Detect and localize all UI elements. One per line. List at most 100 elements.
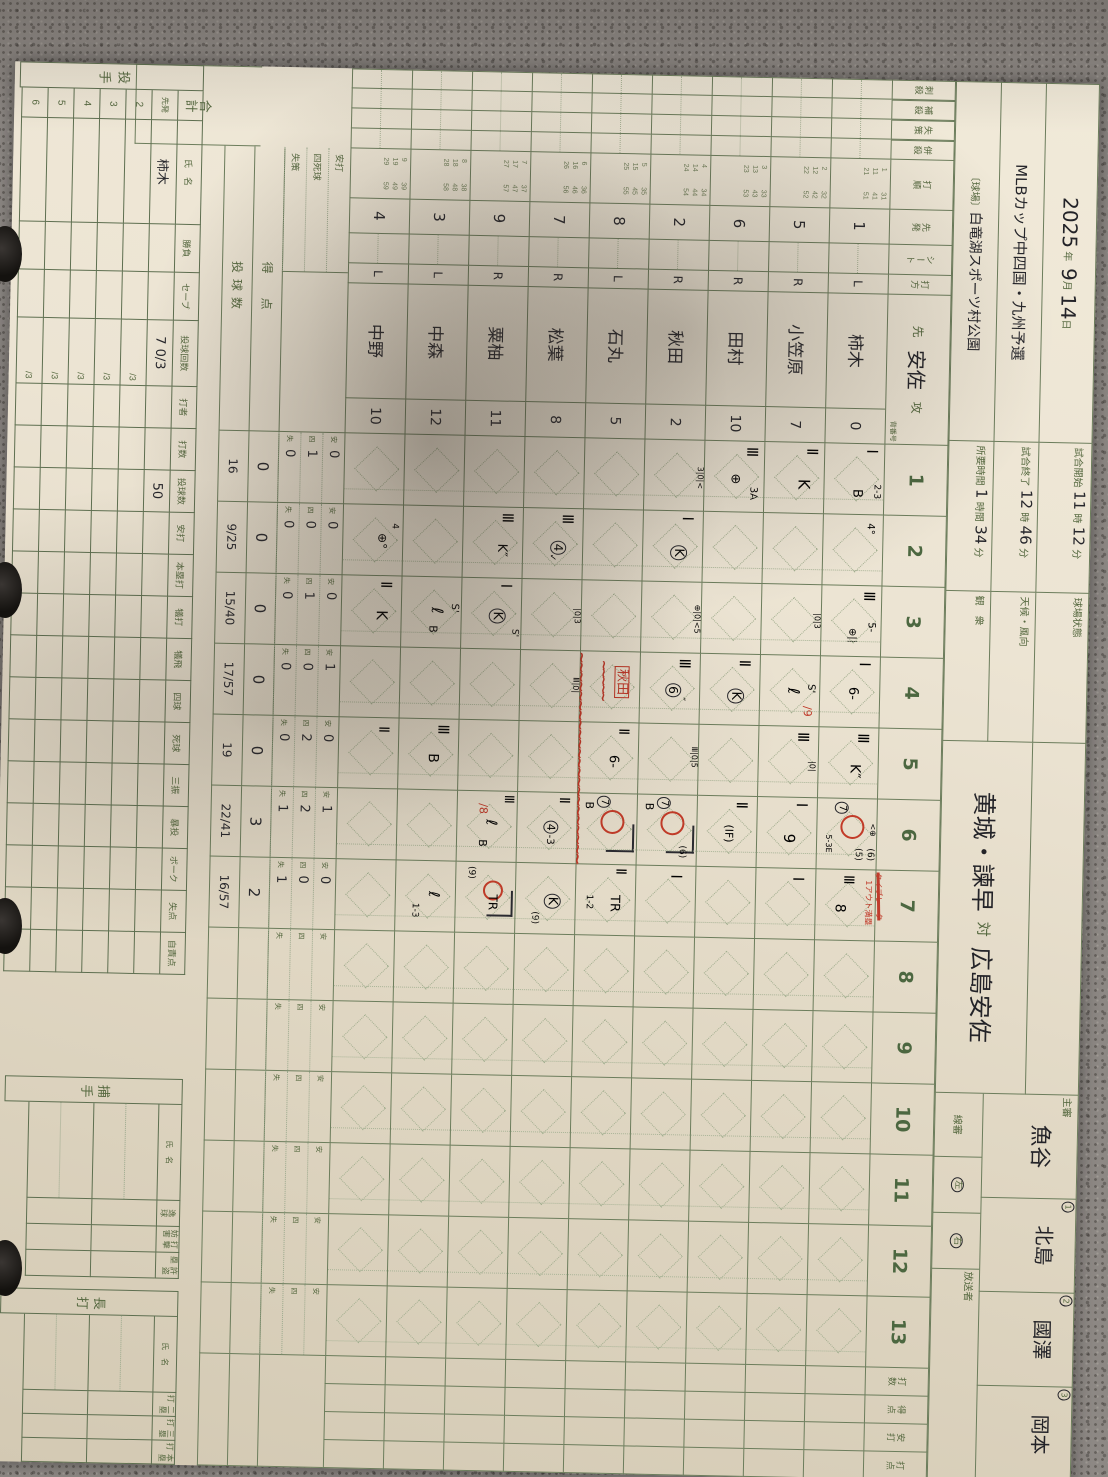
pitches-row-value: 16/57 <box>208 856 240 929</box>
pitcher-cell <box>89 510 117 554</box>
pitcher-cell <box>108 889 135 932</box>
cell: 1 11 21 <box>831 167 888 176</box>
scoring-cell: Ⅰ K S' <box>460 577 522 650</box>
pitcher-cell <box>63 552 90 595</box>
cell: 1 <box>274 803 290 813</box>
tally-line: 失 <box>266 928 291 1000</box>
pitcher-cell <box>112 679 140 723</box>
pitcher-cell <box>30 887 57 931</box>
cell: 6 16 26 <box>531 160 588 169</box>
fielding-stat-cell <box>771 77 833 99</box>
score-mark: 9 <box>780 833 799 844</box>
batter-total-cell <box>802 1450 864 1477</box>
cell: 7 17 27 <box>471 159 528 168</box>
runs-row-value: 0 <box>245 502 278 574</box>
batter-total-cell <box>623 1418 684 1448</box>
score-mark: K″ <box>493 543 510 558</box>
sheet-cell <box>708 240 769 273</box>
uniform-number: 12 <box>404 399 466 436</box>
scoring-cell <box>569 1077 632 1150</box>
fielding-stat-cell <box>591 73 653 95</box>
cell: 安 <box>320 861 329 870</box>
cell: 四 <box>301 719 310 727</box>
inning-number: 10 <box>869 1083 936 1156</box>
catcher-table-row <box>89 1103 159 1279</box>
scoring-cell: Ⅲ ⊕ 3A <box>702 440 765 514</box>
score-mark: K <box>543 893 561 909</box>
scoring-cell <box>401 505 464 578</box>
fielding-stat-cell <box>531 92 592 114</box>
pitcher-cell <box>32 761 60 805</box>
header-blank-cell <box>1024 742 1087 1096</box>
scoring-cell <box>343 433 405 506</box>
pitcher-cell <box>87 636 115 680</box>
cell <box>58 1102 62 1198</box>
pitcher-cell <box>68 270 96 320</box>
batter-total-cell <box>563 1389 625 1419</box>
score-mark: 1-3 <box>409 902 420 918</box>
cell: 34 44 54 <box>651 187 708 196</box>
cell: 失 <box>278 789 286 798</box>
scoring-cell <box>749 1080 812 1154</box>
attack-label: 攻 <box>909 401 924 414</box>
batter-total-cell <box>624 1362 686 1392</box>
score-mark: Ⅰ <box>497 583 516 589</box>
cell: 3 <box>760 165 768 170</box>
longhit-table-col: 本塁打 <box>150 1440 176 1465</box>
cell: 18 <box>451 158 459 167</box>
inning-number: 13 <box>865 1296 931 1369</box>
fielding-stat-cell <box>710 115 772 138</box>
batter-total-cell <box>564 1361 626 1391</box>
cell: 4 14 24 <box>651 163 708 172</box>
score-mark: Ⅲ <box>434 724 453 735</box>
weather-cell: 天候・風向 <box>987 591 1036 743</box>
pitcher-cell <box>57 804 85 847</box>
cell: 0 <box>295 875 311 884</box>
scoring-cell <box>448 1145 510 1218</box>
score-mark: (5) <box>852 847 863 861</box>
batter-total-cell <box>743 1420 804 1451</box>
pitcher-cell <box>141 512 169 555</box>
col-label-sheet: シート <box>887 244 953 276</box>
sheet-cell <box>648 239 709 271</box>
uniform-number: 0 <box>824 408 886 445</box>
first-attack-header: 先安佐攻背番号 <box>884 294 952 446</box>
team-first: 黄城・諫早 <box>967 791 999 912</box>
scoring-cell: |0|3 <box>520 578 582 652</box>
catcher-table-cell <box>26 1101 94 1200</box>
pitcher-cell <box>42 269 70 319</box>
batter-total-cell <box>563 1417 624 1447</box>
batter-total-cell <box>684 1363 746 1393</box>
cell: 50 <box>149 482 165 500</box>
player-name: 粟柚 <box>465 285 528 403</box>
player-name: 小笠原 <box>765 292 828 409</box>
score-mark: Ⅲ <box>860 591 879 602</box>
cell: 26 <box>562 161 570 170</box>
tally-inning-cell: 安四失 <box>265 999 333 1073</box>
total-col-label: 得点 <box>863 1395 929 1425</box>
cell: /3 <box>128 373 139 381</box>
announcer-cell: 放送者 <box>926 1268 980 1477</box>
scoring-cell <box>334 859 396 932</box>
pitcher-cell <box>6 761 34 804</box>
score-mark: ″ <box>674 697 687 702</box>
score-mark: |0|3 <box>812 613 822 629</box>
score-mark: ⊕° <box>375 532 390 550</box>
cell: 0 <box>279 590 295 600</box>
catcher-table-col: 打撃妨害 <box>155 1226 180 1253</box>
score-mark: ⊕ <box>727 473 743 485</box>
pitcher-cell <box>7 719 35 762</box>
scoring-cell: Ⅱ (IF) <box>695 795 757 868</box>
batter-total-cell <box>742 1448 804 1477</box>
catcher-table-col: 許盗塁 <box>154 1252 180 1279</box>
longhit-table-cell <box>85 1439 152 1465</box>
score-mark: 1-2 <box>583 894 594 910</box>
scoring-cell <box>449 1074 512 1147</box>
cell: 四 <box>291 1216 299 1224</box>
cell: 四 <box>295 1003 304 1011</box>
pitcher-cell <box>34 677 62 721</box>
cell: 0 <box>299 662 315 671</box>
